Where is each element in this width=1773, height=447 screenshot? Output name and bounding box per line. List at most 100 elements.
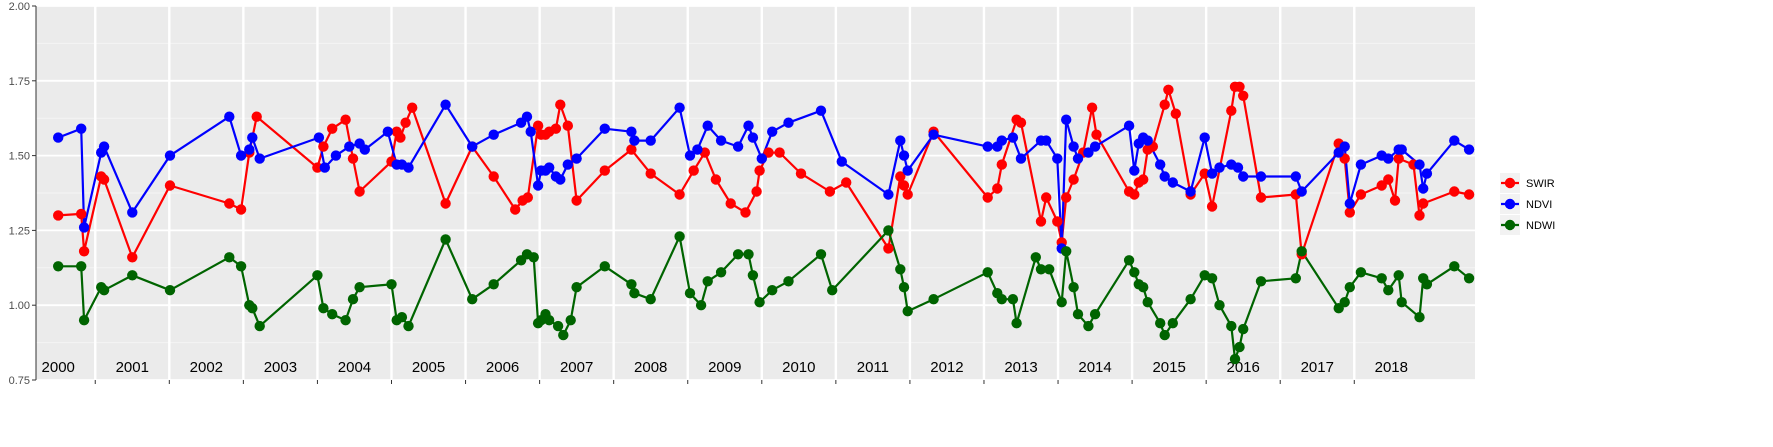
legend-label-swir: SWIR <box>1526 178 1555 190</box>
swir-point <box>841 177 852 188</box>
ndwi-point <box>1089 309 1101 320</box>
ndvi-point <box>767 126 778 137</box>
swir-point <box>751 186 762 197</box>
ndvi-point <box>715 135 727 146</box>
ndvi-point <box>1072 153 1084 164</box>
ndvi-point <box>1418 183 1429 194</box>
swir-point <box>164 180 176 191</box>
ndvi-point <box>756 153 767 164</box>
ndvi-point <box>898 150 910 161</box>
legend-point-ndwi <box>1504 219 1516 231</box>
swir-point <box>754 165 765 176</box>
ndwi-point <box>626 279 637 290</box>
ndvi-point <box>1155 159 1166 170</box>
swir-point <box>562 120 573 131</box>
ndwi-point <box>1068 282 1079 293</box>
ndwi-point <box>1229 353 1241 365</box>
ndwi-point <box>565 315 576 326</box>
ndwi-point <box>254 320 265 332</box>
ndvi-point <box>1206 168 1218 179</box>
ndwi-point <box>318 303 329 314</box>
ndwi-point <box>1214 300 1225 311</box>
ndwi-point <box>1159 329 1170 341</box>
swir-point <box>550 123 562 134</box>
swir-point <box>571 195 582 206</box>
year-label: 2006 <box>486 359 519 376</box>
swir-point <box>1463 189 1475 200</box>
swir-point <box>407 102 418 113</box>
swir-point <box>774 147 785 158</box>
ndwi-point <box>1376 273 1387 284</box>
swir-point <box>340 114 351 125</box>
ndwi-point <box>78 315 90 326</box>
year-label: 2015 <box>1152 359 1185 376</box>
ndvi-point <box>1142 135 1153 146</box>
ndwi-point <box>895 264 906 275</box>
swir-point <box>710 174 722 185</box>
ndvi-point <box>1449 135 1460 146</box>
swir-point <box>902 189 913 200</box>
ndvi-point <box>544 162 555 173</box>
ndvi-point <box>164 150 176 161</box>
year-label: 2004 <box>338 359 371 376</box>
swir-point <box>395 132 406 143</box>
ndvi-point <box>996 135 1007 146</box>
ndvi-point <box>247 132 258 143</box>
ndvi-point <box>692 144 703 155</box>
swir-point <box>327 123 338 134</box>
swir-point <box>1389 195 1401 206</box>
swir-point <box>1418 198 1429 209</box>
ndwi-point <box>1030 252 1042 263</box>
ndwi-point <box>1007 294 1019 305</box>
ndvi-point <box>1383 153 1394 164</box>
ndwi-point <box>1463 273 1475 284</box>
swir-point <box>1170 108 1182 119</box>
ndvi-point <box>244 144 255 155</box>
ndvi-point <box>1296 186 1307 197</box>
ndwi-point <box>767 285 778 296</box>
ndwi-point <box>629 288 640 299</box>
swir-point <box>1138 174 1149 185</box>
ndvi-point <box>403 162 414 173</box>
ndvi-point <box>895 135 906 146</box>
swir-point <box>78 246 90 257</box>
year-label: 2018 <box>1375 359 1408 376</box>
ndwi-point <box>354 282 365 293</box>
ndwi-point <box>76 261 87 272</box>
ndvi-point <box>382 126 393 137</box>
y-tick-label: 1.00 <box>9 300 30 312</box>
ndvi-point <box>571 153 582 164</box>
ndvi-point <box>330 150 342 161</box>
ndwi-point <box>127 270 138 281</box>
ndwi-point <box>674 231 685 242</box>
swir-point <box>98 174 110 185</box>
swir-point <box>898 180 910 191</box>
legend-label-ndvi: NDVI <box>1526 199 1552 211</box>
ndwi-point <box>1238 323 1249 335</box>
swir-point <box>992 183 1003 194</box>
ndwi-point <box>1011 318 1022 329</box>
swir-point <box>1199 168 1210 179</box>
swir-point <box>1238 90 1249 102</box>
ndvi-point <box>78 222 90 233</box>
swir-point <box>996 159 1007 170</box>
ndwi-point <box>1083 320 1094 332</box>
ndvi-point <box>1129 165 1140 176</box>
year-label: 2002 <box>190 359 223 376</box>
ndwi-point <box>396 312 408 323</box>
ndwi-point <box>528 252 539 263</box>
swir-point <box>824 186 836 197</box>
ndvi-point <box>532 180 544 191</box>
ndwi-point <box>1296 246 1307 257</box>
swir-point <box>1163 84 1174 96</box>
year-label: 2001 <box>116 359 149 376</box>
ndwi-point <box>645 294 656 305</box>
swir-point <box>1091 129 1102 140</box>
swir-point <box>1041 192 1052 203</box>
swir-point <box>740 207 751 218</box>
ndwi-point <box>403 320 414 332</box>
legend-label-ndwi: NDWI <box>1526 220 1555 232</box>
ndwi-point <box>1123 255 1135 266</box>
ndvi-point <box>732 141 744 152</box>
ndwi-point <box>1035 264 1047 275</box>
